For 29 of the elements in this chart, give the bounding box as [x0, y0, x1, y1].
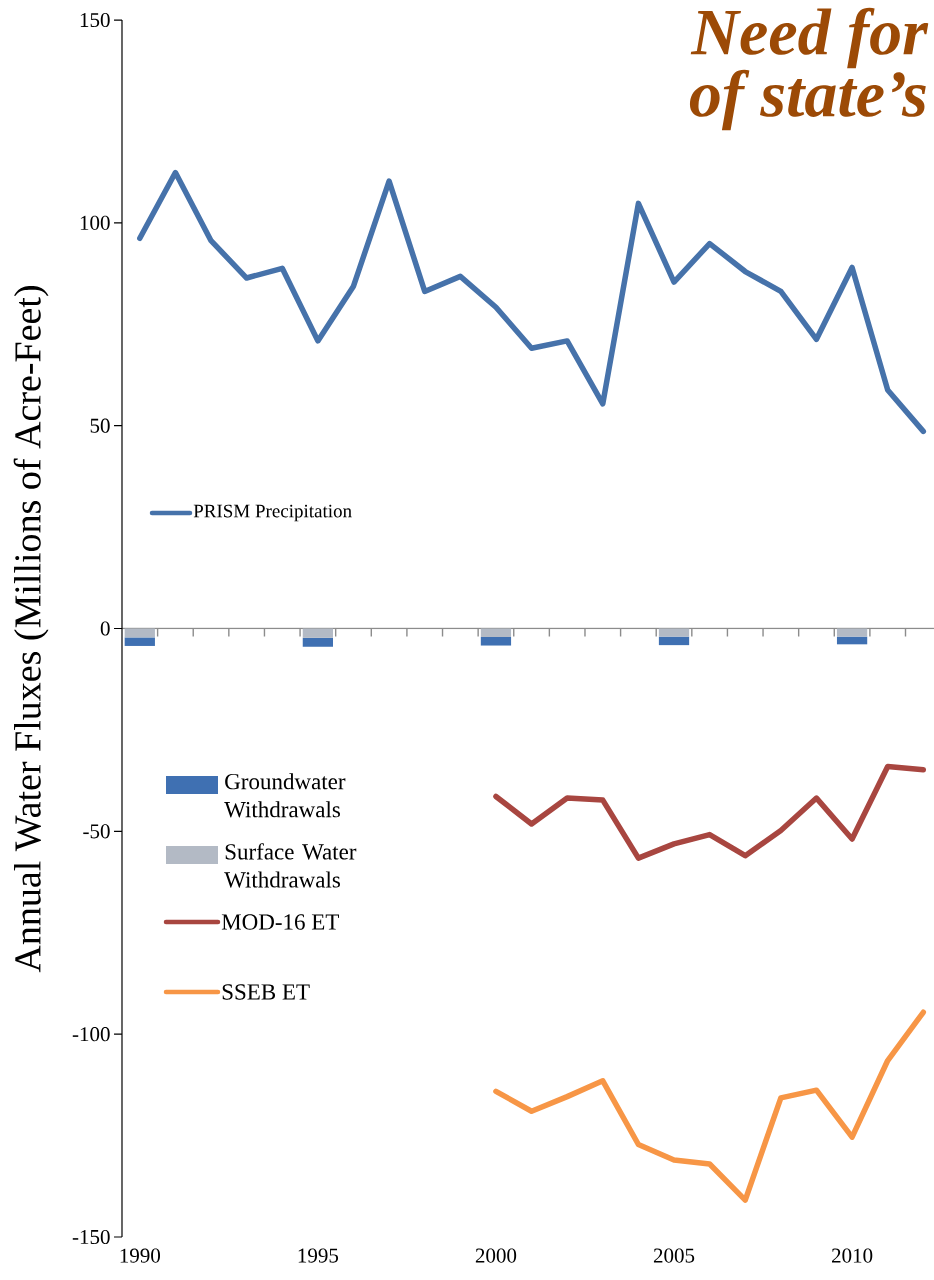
- bar: [836, 636, 868, 645]
- bar: [836, 628, 868, 637]
- bar: [302, 637, 334, 647]
- legend-label: SSEB ET: [222, 984, 310, 1000]
- bar: [124, 637, 155, 646]
- legend-label: Groundwater Withdrawals: [224, 773, 346, 818]
- y-tick-label: -50: [83, 824, 110, 839]
- x-tick-label: 2005: [653, 1248, 695, 1263]
- y-tick-label: -150: [72, 1229, 110, 1245]
- bar: [658, 636, 690, 646]
- x-tick-label: 1995: [298, 1248, 339, 1263]
- bar: [480, 637, 512, 646]
- x-tick-label: 1990: [120, 1248, 161, 1263]
- y-tick-label: -100: [72, 1027, 110, 1042]
- annotation: of state’s: [689, 69, 926, 131]
- bar: [480, 628, 512, 638]
- y-tick-label: 50: [90, 418, 110, 433]
- bar: [658, 628, 690, 637]
- y-axis-title: Annual Water Fluxes (Millions of Acre-Feet): [13, 286, 49, 973]
- legend-label: Surface Water Withdrawals: [224, 843, 357, 888]
- bar: [302, 628, 334, 638]
- y-tick-label: 150: [80, 12, 110, 28]
- annotation: Need for: [690, 7, 929, 69]
- legend-label: PRISM Precipitation: [193, 504, 352, 522]
- y-tick-label: 0: [100, 621, 110, 636]
- x-tick-label: 2000: [475, 1248, 517, 1263]
- x-tick-label: 2010: [832, 1248, 873, 1263]
- legend-label: MOD-16 ET: [221, 914, 339, 930]
- y-tick-label: 100: [80, 215, 110, 230]
